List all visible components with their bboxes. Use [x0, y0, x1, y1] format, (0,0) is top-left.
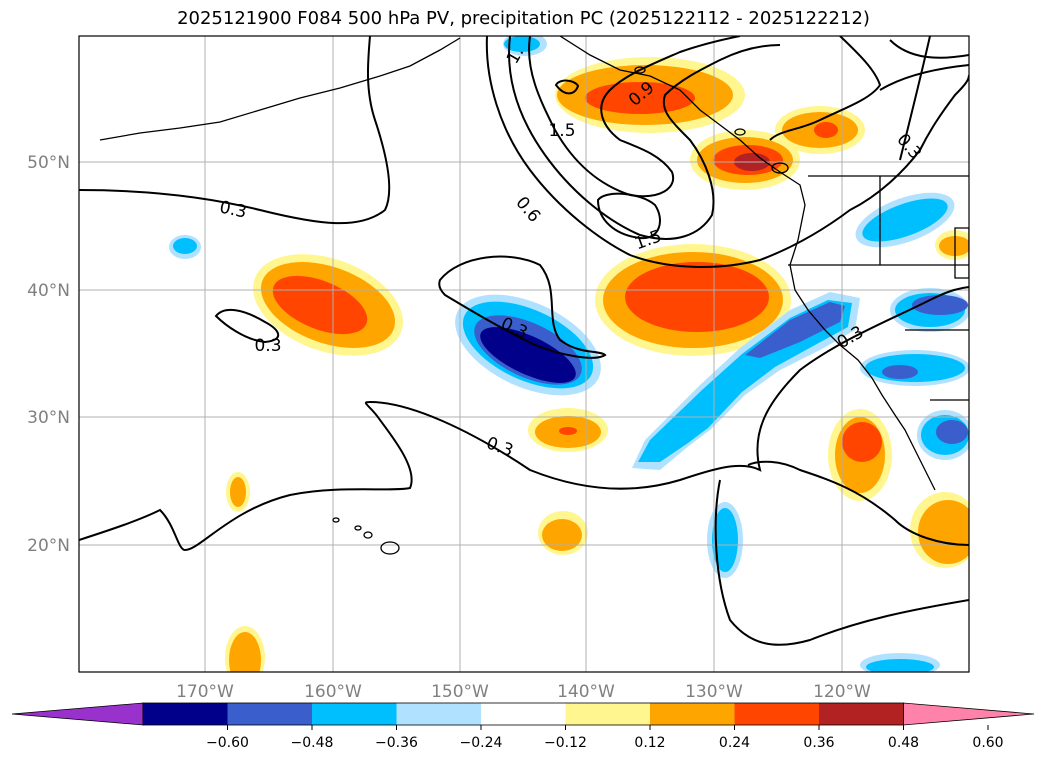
lon-label: 150°W — [431, 682, 489, 702]
latitude-labels: 50°N 40°N 30°N 20°N — [27, 153, 70, 556]
pv-contours — [79, 36, 969, 646]
colorbar-segment — [227, 703, 313, 725]
colorbar: −0.60 −0.48 −0.36 −0.24 −0.12 0.12 0.24 0.36 0.4… — [11, 702, 1035, 751]
lat-label: 40°N — [27, 281, 70, 301]
map-title: 2025121900 F084 500 hPa PV, precipitatio… — [177, 8, 870, 29]
map-frame — [78, 35, 970, 673]
colorbar-tick-label: −0.48 — [291, 735, 334, 751]
lon-label: 170°W — [176, 682, 234, 702]
colorbar-tick-label: 0.48 — [888, 735, 919, 751]
lat-label: 30°N — [27, 408, 70, 428]
lat-label: 50°N — [27, 153, 70, 173]
colorbar-tick-label: −0.24 — [460, 735, 503, 751]
colorbar-tick-label: −0.12 — [544, 735, 587, 751]
colorbar-tick-label: 0.36 — [803, 735, 834, 751]
colorbar-tick-label: 0.12 — [634, 735, 665, 751]
colorbar-segment — [650, 703, 735, 725]
contour-label: 0.3 — [254, 336, 281, 356]
colorbar-tick-label: 0.24 — [719, 735, 750, 751]
lon-label: 130°W — [685, 682, 743, 702]
colorbar-segment — [565, 703, 651, 725]
colorbar-tick-label: −0.60 — [206, 735, 249, 751]
colorbar-segment — [481, 703, 566, 725]
precip-shading — [169, 36, 969, 672]
lon-label: 140°W — [557, 682, 615, 702]
colorbar-tick-label: 0.60 — [972, 735, 1003, 751]
colorbar-extend-high — [903, 702, 1035, 726]
colorbar-extend-low — [11, 702, 144, 726]
longitude-labels: 170°W 160°W 150°W 140°W 130°W 120°W — [176, 682, 871, 702]
coastlines — [99, 36, 969, 555]
lat-label: 20°N — [27, 536, 70, 556]
lon-label: 160°W — [304, 682, 362, 702]
colorbar-tick-label: −0.36 — [375, 735, 418, 751]
colorbar-segment — [734, 703, 820, 725]
colorbar-segment — [819, 703, 904, 725]
lon-label: 120°W — [813, 682, 871, 702]
contour-label: 1.5 — [548, 121, 575, 141]
colorbar-segment — [396, 703, 482, 725]
colorbar-outline — [142, 702, 904, 726]
colorbar-segment — [143, 703, 228, 725]
colorbar-segment — [312, 703, 397, 725]
graticule — [79, 36, 969, 672]
